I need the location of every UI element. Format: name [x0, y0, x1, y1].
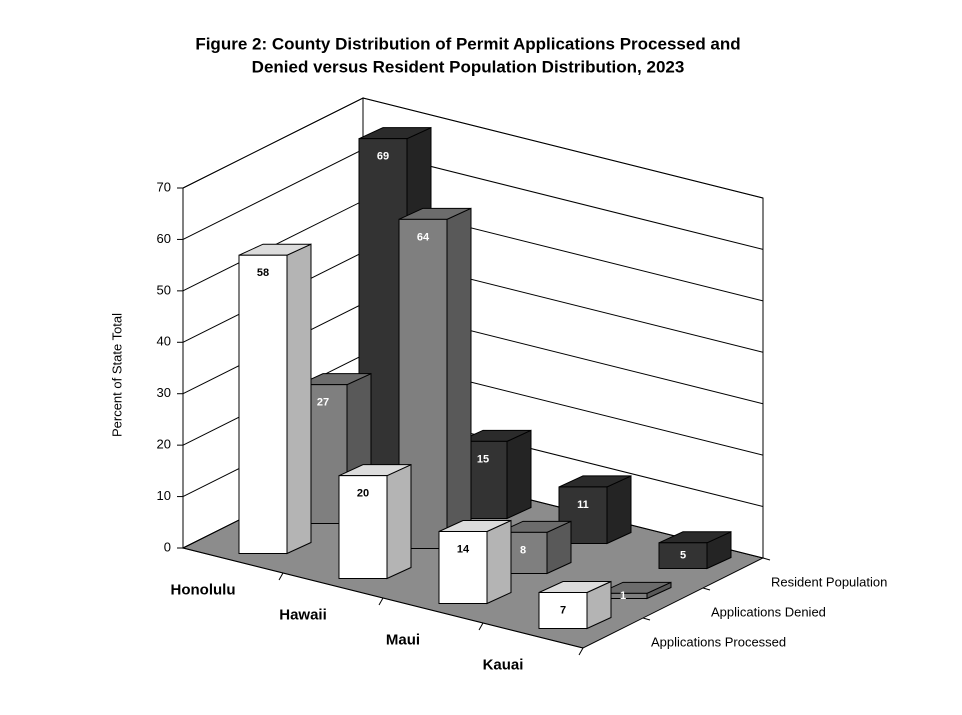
y-tick-label: 60: [157, 231, 171, 246]
x-tick: [478, 622, 484, 631]
bar-side: [506, 429, 532, 520]
bar-front: [338, 475, 388, 579]
bar-side: [486, 519, 512, 605]
data-label: 1: [620, 590, 626, 602]
y-tick-label: 40: [157, 334, 171, 349]
y-tick-label: 10: [157, 488, 171, 503]
bar-side: [606, 475, 632, 545]
bar: 58: [238, 243, 312, 555]
y-tick-label: 70: [157, 179, 171, 194]
y-tick-label: 0: [164, 539, 171, 554]
bar-side: [286, 243, 312, 555]
y-tick-label: 30: [157, 385, 171, 400]
data-label: 8: [520, 544, 526, 556]
x-tick-label: Honolulu: [171, 581, 236, 598]
bar: 5: [658, 531, 732, 570]
data-label: 5: [680, 550, 686, 562]
y-tick-label: 20: [157, 437, 171, 452]
grid-line: [182, 97, 764, 199]
bar-front: [238, 254, 288, 554]
z-tick: [762, 557, 771, 561]
bar-front: [658, 542, 708, 569]
z-tick: [642, 617, 651, 621]
x-tick-label: Hawaii: [279, 606, 327, 623]
bar: 20: [338, 463, 412, 580]
bar-front: [538, 592, 588, 629]
data-label: 14: [457, 543, 470, 555]
x-tick-label: Maui: [386, 631, 420, 648]
bar: 7: [538, 580, 612, 630]
bar-front: [438, 531, 488, 604]
data-label: 27: [317, 397, 329, 409]
data-label: 15: [477, 453, 489, 465]
data-label: 64: [417, 231, 430, 243]
data-label: 11: [577, 499, 589, 511]
bar: 14: [438, 519, 512, 605]
y-axis-label: Percent of State Total: [109, 313, 124, 437]
bar-side: [446, 207, 472, 550]
bar-side: [386, 463, 412, 580]
data-label: 69: [377, 151, 389, 163]
x-tick: [378, 597, 384, 606]
x-tick: [278, 572, 284, 581]
data-label: 20: [357, 488, 369, 500]
legend-label: Resident Population: [771, 574, 887, 589]
data-label: 7: [560, 604, 566, 616]
x-tick-label: Kauai: [483, 656, 524, 673]
chart-title: Denied versus Resident Population Distri…: [252, 57, 685, 76]
legend-label: Applications Processed: [651, 634, 786, 649]
chart-title: Figure 2: County Distribution of Permit …: [195, 34, 740, 53]
y-tick-label: 50: [157, 282, 171, 297]
x-tick: [578, 647, 584, 656]
bar: 8: [498, 520, 572, 575]
bar: 64: [398, 207, 472, 550]
z-tick: [702, 587, 711, 591]
data-label: 58: [257, 267, 269, 279]
legend-label: Applications Denied: [711, 604, 826, 619]
